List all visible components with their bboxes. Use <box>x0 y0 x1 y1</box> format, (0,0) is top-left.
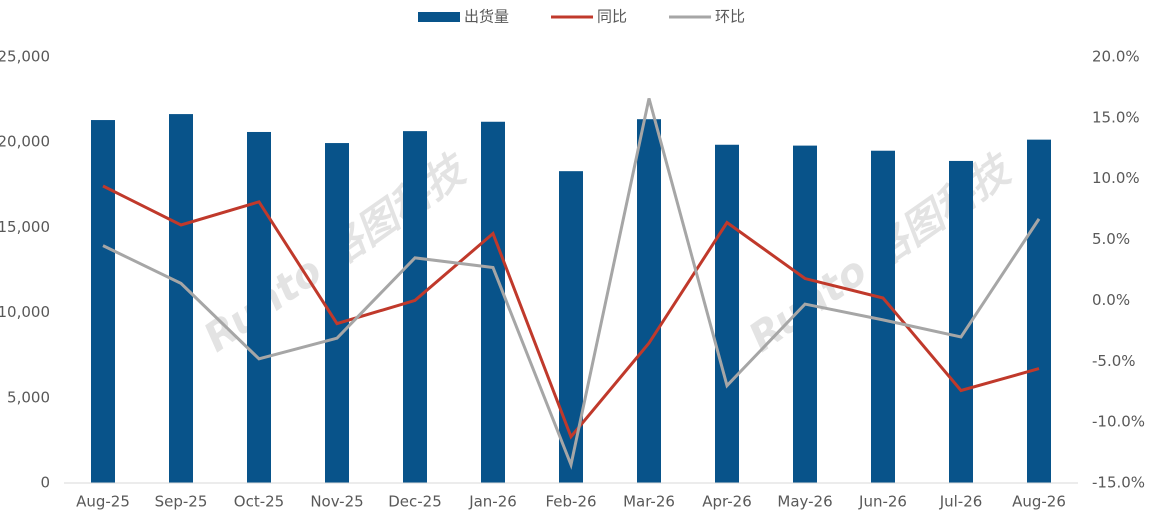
x-tick-label: May-26 <box>777 493 832 511</box>
y2-tick-label: 20.0% <box>1092 48 1140 66</box>
x-tick-label: Dec-25 <box>388 493 442 511</box>
y-tick-label: 10,000 <box>0 303 50 321</box>
legend-label: 环比 <box>715 8 745 26</box>
bar <box>91 120 115 483</box>
y2-tick-label: 15.0% <box>1092 108 1140 126</box>
legend-label: 出货量 <box>464 8 509 26</box>
y2-tick-label: 5.0% <box>1092 230 1130 248</box>
x-tick-label: Mar-26 <box>623 493 675 511</box>
y2-tick-label: 10.0% <box>1092 169 1140 187</box>
legend-label: 同比 <box>597 8 627 26</box>
x-tick-label: Nov-25 <box>310 493 363 511</box>
bar <box>949 160 973 483</box>
bar <box>403 131 427 483</box>
line <box>102 184 1040 440</box>
y-tick-label: 15,000 <box>0 218 50 236</box>
y2-tick-label: -10.0% <box>1092 413 1145 431</box>
y2-tick-label: 0.0% <box>1092 291 1130 309</box>
legend-swatch <box>418 12 460 22</box>
x-tick-label: Oct-25 <box>234 493 284 511</box>
x-tick-label: Jun-26 <box>858 493 907 511</box>
y2-tick-label: -5.0% <box>1092 352 1136 370</box>
y-tick-label: 0 <box>40 474 50 492</box>
bar <box>481 121 505 483</box>
x-tick-label: Jul-26 <box>939 493 983 511</box>
bar <box>715 144 739 484</box>
bar <box>247 131 271 483</box>
x-tick-label: Apr-26 <box>702 493 752 511</box>
bar <box>169 114 193 484</box>
line <box>102 97 1041 470</box>
bar <box>637 119 661 484</box>
x-tick-label: Aug-26 <box>1012 493 1066 511</box>
y-tick-label: 5,000 <box>7 388 50 406</box>
x-tick-label: Feb-26 <box>545 493 596 511</box>
y-tick-label: 20,000 <box>0 133 50 151</box>
bar <box>1027 139 1051 484</box>
y-tick-label: 25,000 <box>0 48 50 66</box>
x-tick-label: Sep-25 <box>155 493 208 511</box>
y2-tick-label: -15.0% <box>1092 474 1145 492</box>
x-tick-label: Jan-26 <box>468 493 517 511</box>
x-tick-label: Aug-25 <box>76 493 130 511</box>
